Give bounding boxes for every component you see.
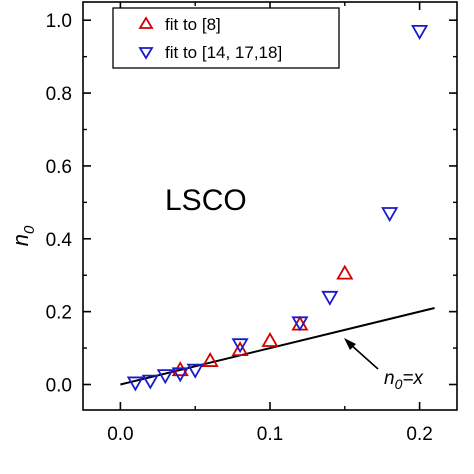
- legend-label-series-1: fit to [8]: [165, 15, 221, 34]
- legend: fit to [8] fit to [14, 17,18]: [112, 7, 340, 69]
- reference-line-label-subscript: 0: [395, 376, 403, 392]
- y-tick-label: 0.6: [46, 157, 72, 178]
- data-point-series-2: [156, 369, 174, 385]
- x-tick-label: 0.0: [107, 424, 133, 445]
- y-tick-label: 0.0: [46, 376, 72, 397]
- y-tick-label: 0.8: [46, 84, 72, 105]
- data-point-series-1: [231, 341, 249, 357]
- data-point-series-2: [291, 316, 309, 332]
- data-point-series-2: [381, 207, 399, 223]
- data-point-series-1: [201, 352, 219, 367]
- data-point-series-2: [411, 24, 429, 40]
- reference-line-label: n0=x: [384, 368, 424, 392]
- axis-ticks: 0.0 0.1 0.2 0.0 0.2 0.4 0.6 0.8 1.0: [46, 2, 457, 445]
- data-point-series-1: [261, 331, 279, 347]
- x-tick-label: 0.2: [406, 424, 432, 445]
- legend-marker-up: [138, 16, 154, 29]
- y-tick-label: 1.0: [46, 11, 72, 32]
- inset-label: LSCO: [165, 184, 247, 217]
- data-point-series-2: [321, 290, 339, 306]
- reference-line-label-rest: =x: [402, 368, 424, 389]
- y-axis-title-subscript: 0: [21, 225, 38, 234]
- data-point-series-2: [126, 376, 144, 392]
- reference-line-arrow: [344, 338, 379, 370]
- data-point-series-2: [141, 374, 159, 390]
- y-tick-label: 0.2: [46, 303, 72, 324]
- data-point-series-1: [336, 264, 354, 280]
- data-markers: [126, 24, 429, 392]
- data-point-series-2: [231, 338, 249, 354]
- data-point-series-2: [186, 363, 204, 379]
- y-tick-label: 0.4: [46, 230, 73, 251]
- legend-marker-down: [138, 47, 154, 60]
- legend-box: [112, 7, 340, 69]
- legend-label-series-2: fit to [14, 17,18]: [165, 43, 282, 62]
- y-axis-title: n0: [8, 225, 38, 246]
- x-tick-label: 0.1: [257, 424, 283, 445]
- data-point-series-2: [171, 367, 189, 383]
